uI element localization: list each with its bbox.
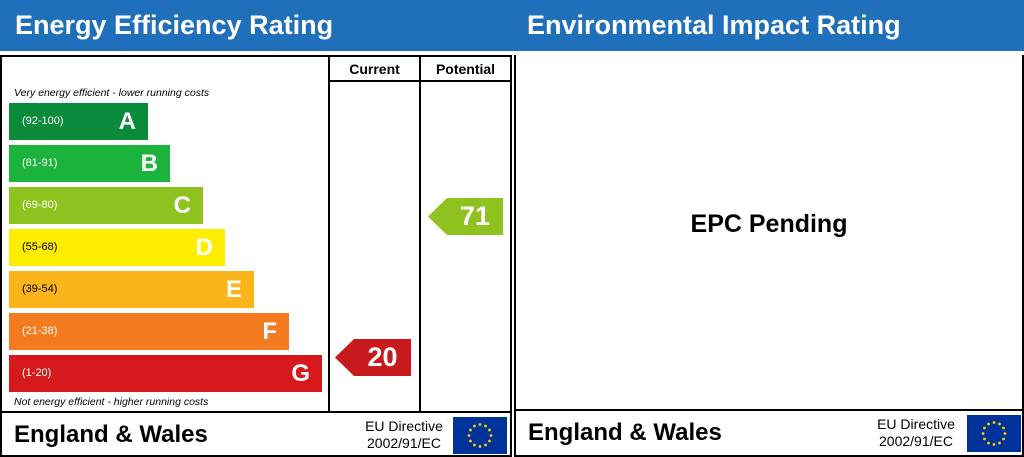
band-c: (69-80) C: [9, 187, 203, 224]
environmental-impact-panel: Environmental Impact Rating EPC Pending …: [512, 0, 1024, 457]
band-c-range: (69-80): [22, 199, 58, 211]
band-e-letter: E: [225, 276, 242, 303]
footer-divider: [516, 409, 1022, 411]
country-label: England & Wales: [14, 421, 208, 448]
band-b-letter: B: [140, 150, 158, 177]
band-g-letter: G: [291, 360, 310, 387]
current-rating-arrow: 20: [335, 339, 411, 376]
band-d-range: (55-68): [22, 241, 58, 253]
eu-directive-line1: EU Directive: [365, 418, 443, 434]
band-f: (21-38) F: [9, 313, 289, 350]
band-f-letter: F: [262, 318, 277, 345]
potential-rating-value: 71: [459, 201, 491, 231]
eu-directive-line2: 2002/91/EC: [367, 435, 441, 451]
potential-column-header: Potential: [435, 61, 496, 77]
eu-directive: EU Directive 2002/91/EC: [870, 416, 962, 450]
eu-directive-line1: EU Directive: [877, 416, 955, 432]
epc-pending-status: EPC Pending: [690, 210, 848, 238]
band-a: (92-100) A: [9, 103, 148, 140]
eu-flag-icon: [967, 415, 1021, 452]
environmental-rating-box: EPC Pending England & Wales EU Directive…: [514, 55, 1024, 457]
current-rating-value: 20: [367, 342, 398, 372]
band-e: (39-54) E: [9, 271, 254, 308]
current-arrow-shape: [335, 339, 411, 376]
eu-directive: EU Directive 2002/91/EC: [358, 418, 450, 452]
country-label: England & Wales: [528, 419, 722, 446]
current-column-divider: [328, 57, 330, 413]
efficient-note: Very energy efficient - lower running co…: [14, 87, 210, 99]
band-d: (55-68) D: [9, 229, 225, 266]
band-g-range: (1-20): [22, 367, 52, 379]
environmental-impact-title: Environmental Impact Rating: [512, 0, 1024, 51]
band-g: (1-20) G: [9, 355, 322, 392]
eu-flag-icon: [453, 417, 507, 454]
energy-efficiency-panel: Energy Efficiency Rating Current Potenti…: [0, 0, 512, 457]
band-d-letter: D: [195, 234, 213, 261]
energy-rating-table: Current Potential Very energy efficient …: [0, 55, 512, 457]
potential-arrow-shape: [428, 198, 503, 235]
band-a-letter: A: [118, 108, 136, 135]
band-f-range: (21-38): [22, 325, 58, 337]
potential-rating-arrow: 71: [428, 198, 503, 235]
potential-column-divider: [419, 57, 421, 413]
band-e-range: (39-54): [22, 283, 58, 295]
inefficient-note: Not energy efficient - higher running co…: [14, 396, 209, 408]
current-column-header: Current: [349, 61, 400, 77]
band-b: (81-91) B: [9, 145, 170, 182]
column-header-divider: [328, 80, 510, 82]
band-c-letter: C: [173, 192, 191, 219]
band-a-range: (92-100): [22, 115, 64, 127]
energy-efficiency-title: Energy Efficiency Rating: [0, 0, 512, 51]
band-b-range: (81-91): [22, 157, 58, 169]
eu-directive-line2: 2002/91/EC: [879, 433, 953, 449]
footer-divider: [2, 411, 510, 413]
